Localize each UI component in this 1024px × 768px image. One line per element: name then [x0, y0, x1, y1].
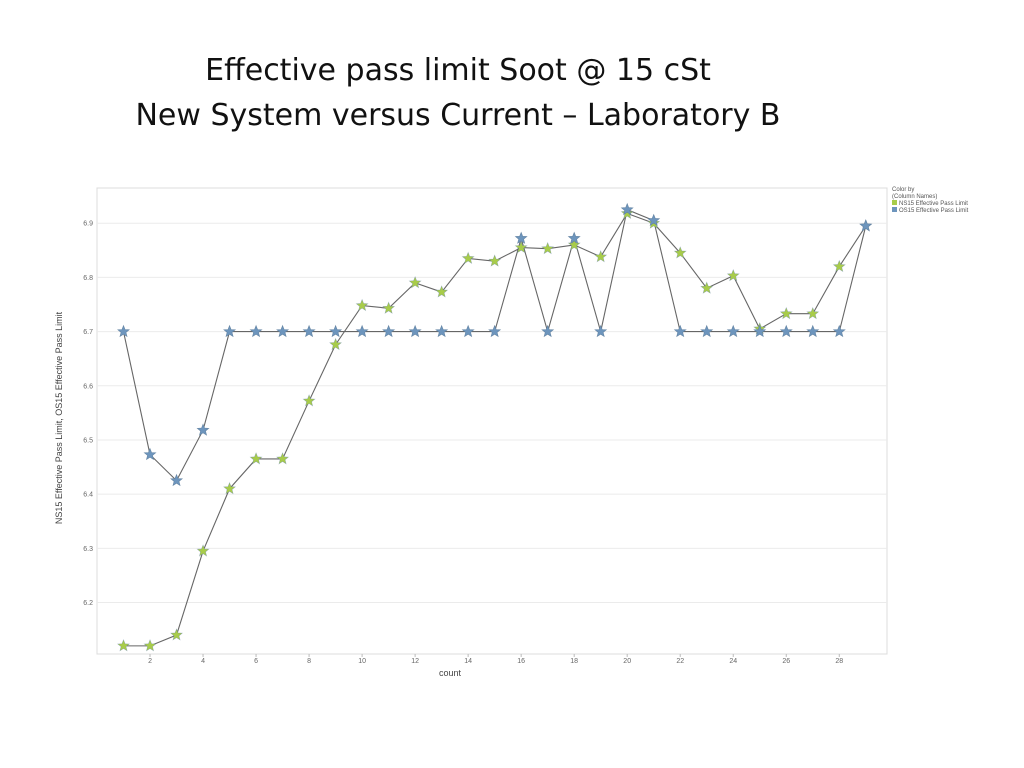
series-1-point [249, 452, 263, 465]
series-2-point [143, 447, 157, 461]
x-tick-label: 6 [254, 658, 258, 665]
x-tick-label: 28 [835, 658, 843, 665]
series-1-point [673, 246, 687, 259]
series-line-1 [123, 212, 867, 647]
axes: 6.26.36.46.56.66.76.86.92 4 6 8 10 12 14 16 18 20… [54, 221, 843, 678]
series-1-point [806, 306, 820, 320]
x-tick-label: 2 [148, 658, 152, 665]
x-tick-label: 8 [307, 658, 311, 665]
series-1-point [302, 394, 316, 407]
series-1-point [276, 452, 290, 465]
series-2-point [435, 324, 449, 338]
series-2-point [594, 324, 608, 338]
series-1-point [541, 241, 555, 255]
y-tick-label: 6.6 [83, 383, 93, 390]
y-tick-label: 6.9 [83, 221, 93, 228]
series-2-point [408, 324, 422, 338]
series-2-point [673, 324, 687, 338]
x-tick-label: 10 [358, 658, 366, 665]
series-2-point [382, 324, 396, 338]
series-1-point [223, 481, 237, 495]
series-1-point [726, 268, 740, 282]
series-1-point [382, 301, 396, 314]
series-2-point [620, 202, 634, 216]
x-axis-title: count [439, 668, 462, 678]
series-2-point [170, 473, 184, 487]
x-tick-label: 12 [411, 658, 419, 665]
series-2-point [276, 324, 290, 338]
series-2-point [832, 324, 846, 338]
series-1-point [143, 639, 157, 652]
series-1-point [170, 628, 184, 641]
series-2-point [249, 324, 263, 338]
legend-title-line-1: Color by [892, 187, 914, 193]
series-2-point [567, 231, 581, 244]
series-1-point [196, 544, 210, 557]
series-1-point [779, 306, 793, 320]
series-1-point [620, 206, 634, 219]
series-2-point [461, 324, 475, 338]
series-2-point [514, 231, 528, 244]
x-tick-label: 18 [570, 658, 578, 665]
y-tick-label: 6.3 [83, 546, 93, 553]
series-2-point [196, 423, 210, 436]
x-tick-label: 14 [464, 658, 472, 665]
series-1-point [488, 254, 502, 267]
y-tick-label: 6.2 [83, 600, 93, 607]
series-2-point [223, 324, 237, 338]
legend-title-line-2: (Column Names) [892, 194, 937, 200]
legend-swatch-2 [892, 207, 897, 212]
x-tick-label: 4 [201, 658, 205, 665]
series-2-point [488, 324, 502, 338]
title-line-1: Effective pass limit Soot @ 15 cSt [205, 53, 711, 88]
series-2-point [117, 324, 131, 338]
y-axis-title: NS15 Effective Pass Limit, OS15 Effectiv… [54, 311, 64, 524]
series-2-point [700, 324, 714, 338]
y-tick-label: 6.7 [83, 329, 93, 336]
series-1-point [355, 298, 369, 312]
legend: Color by(Column Names)NS15 Effective Pas… [892, 187, 969, 214]
series-2-point [647, 213, 661, 227]
title-line-2: New System versus Current – Laboratory B [135, 98, 781, 133]
series-1-point [594, 250, 608, 263]
y-tick-label: 6.5 [83, 437, 93, 444]
x-tick-label: 20 [623, 658, 631, 665]
series-2-point [779, 324, 793, 338]
series-2-point [541, 324, 555, 338]
series-1-point [329, 337, 343, 351]
series-1-point [435, 285, 449, 298]
y-tick-label: 6.4 [83, 492, 93, 499]
series [117, 202, 873, 652]
series-2-point [302, 324, 316, 338]
grid [96, 187, 888, 655]
series-1-point [117, 639, 131, 652]
series-1-point [567, 238, 581, 251]
legend-label-1: NS15 Effective Pass Limit [899, 201, 968, 207]
series-1-point [514, 240, 528, 254]
slide-title: Effective pass limit Soot @ 15 cSt New S… [0, 48, 916, 138]
x-tick-label: 26 [782, 658, 790, 665]
series-1-point [408, 276, 422, 289]
x-tick-label: 22 [676, 658, 684, 665]
series-2-point [806, 324, 820, 338]
x-tick-label: 24 [729, 658, 737, 665]
series-2-point [753, 324, 767, 338]
x-tick-label: 16 [517, 658, 525, 665]
series-2-point [726, 324, 740, 338]
series-2-point [355, 324, 369, 338]
legend-label-2: OS15 Effective Pass Limit [899, 208, 969, 214]
y-tick-label: 6.8 [83, 275, 93, 282]
series-2-point [329, 324, 343, 338]
series-1-point [700, 281, 714, 294]
series-1-point [461, 251, 475, 264]
series-1-point [832, 259, 846, 273]
plot-frame [96, 187, 888, 655]
legend-swatch-1 [892, 200, 897, 205]
series-2-point [859, 219, 873, 232]
